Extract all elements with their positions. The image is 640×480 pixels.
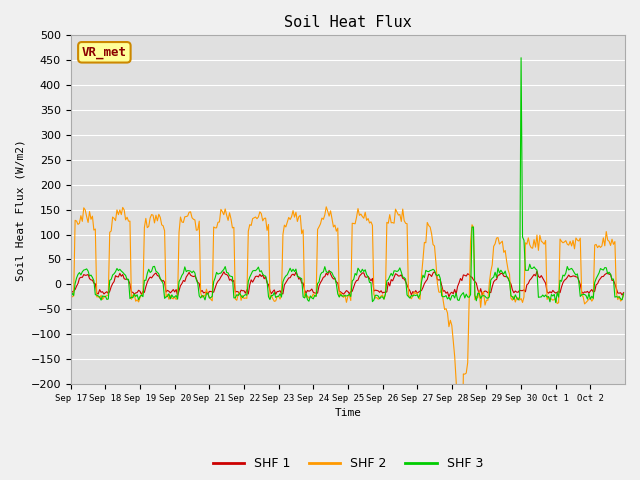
- Legend: SHF 1, SHF 2, SHF 3: SHF 1, SHF 2, SHF 3: [208, 452, 488, 475]
- Text: VR_met: VR_met: [82, 46, 127, 59]
- X-axis label: Time: Time: [334, 408, 362, 418]
- Title: Soil Heat Flux: Soil Heat Flux: [284, 15, 412, 30]
- Y-axis label: Soil Heat Flux (W/m2): Soil Heat Flux (W/m2): [15, 139, 25, 280]
